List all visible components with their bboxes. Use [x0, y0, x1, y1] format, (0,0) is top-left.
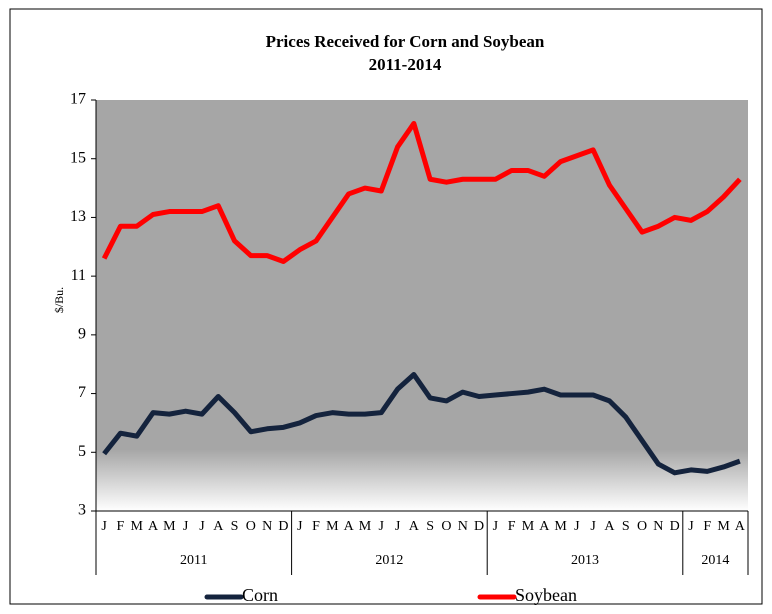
x-tick-label: F	[703, 519, 711, 534]
y-tick-label: 11	[71, 267, 86, 284]
group-label: 2013	[571, 553, 599, 568]
y-tick-label: 3	[78, 502, 86, 519]
chart-subtitle: 2011-2014	[369, 55, 442, 74]
x-tick-label: M	[522, 519, 535, 534]
group-label: 2014	[701, 553, 729, 568]
x-tick-label: A	[409, 519, 420, 534]
y-tick-label: 13	[70, 208, 86, 225]
x-tick-label: A	[604, 519, 615, 534]
y-tick-label: 15	[70, 149, 86, 166]
y-axis-label: $/Bu.	[52, 287, 66, 313]
x-tick-label: N	[262, 519, 272, 534]
x-tick-label: M	[163, 519, 176, 534]
x-tick-label: J	[199, 519, 205, 534]
x-tick-label: O	[441, 519, 451, 534]
x-tick-label: O	[246, 519, 256, 534]
x-tick-label: O	[637, 519, 647, 534]
legend-label: Corn	[242, 585, 278, 605]
x-tick-label: A	[148, 519, 159, 534]
x-tick-label: M	[326, 519, 339, 534]
x-tick-label: A	[735, 519, 746, 534]
chart-title: Prices Received for Corn and Soybean	[266, 32, 545, 51]
x-tick-label: S	[622, 519, 630, 534]
y-tick-label: 17	[70, 91, 86, 108]
x-tick-label: S	[426, 519, 434, 534]
x-tick-label: F	[117, 519, 125, 534]
x-tick-label: F	[508, 519, 516, 534]
x-tick-label: M	[554, 519, 567, 534]
x-tick-label: A	[213, 519, 224, 534]
series-line	[102, 371, 741, 476]
series-line	[101, 120, 742, 264]
x-tick-label: N	[458, 519, 468, 534]
x-tick-label: D	[670, 519, 680, 534]
x-tick-label: J	[688, 519, 694, 534]
plot-area	[96, 100, 748, 511]
x-tick-label: N	[653, 519, 663, 534]
x-tick-label: J	[590, 519, 596, 534]
x-tick-label: J	[395, 519, 401, 534]
x-tick-label: A	[344, 519, 355, 534]
x-tick-label: J	[101, 519, 107, 534]
group-label: 2012	[375, 553, 403, 568]
x-tick-label: J	[297, 519, 303, 534]
group-label: 2011	[180, 553, 207, 568]
x-tick-label: S	[231, 519, 239, 534]
x-tick-label: D	[474, 519, 484, 534]
x-tick-label: J	[493, 519, 499, 534]
y-tick-label: 9	[78, 326, 86, 343]
x-tick-label: M	[717, 519, 730, 534]
x-tick-label: M	[131, 519, 144, 534]
legend-label: Soybean	[515, 585, 577, 605]
x-tick-label: A	[539, 519, 550, 534]
x-tick-label: J	[379, 519, 385, 534]
x-tick-label: J	[574, 519, 580, 534]
x-tick-label: M	[359, 519, 372, 534]
y-tick-label: 7	[78, 384, 86, 401]
x-tick-label: J	[183, 519, 189, 534]
x-tick-label: F	[312, 519, 320, 534]
y-tick-label: 5	[78, 443, 86, 460]
x-tick-label: D	[278, 519, 288, 534]
